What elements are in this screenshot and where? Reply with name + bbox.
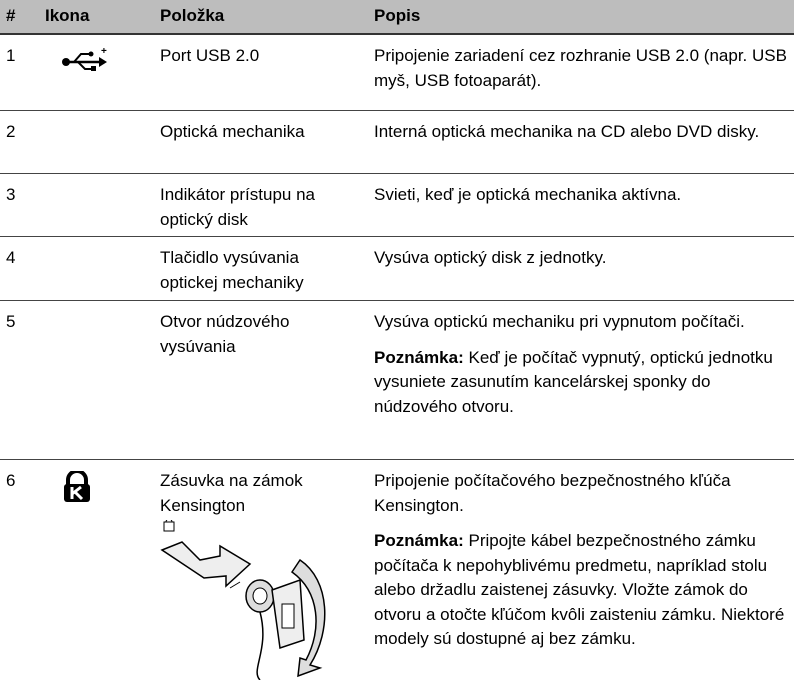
number-cell: 2	[0, 111, 45, 174]
number-cell: 3	[0, 174, 45, 237]
description-paragraph: Poznámka: Keď je počítač vypnutý, optick…	[374, 346, 792, 420]
description-text: Vysúva optický disk z jednotky.	[374, 248, 606, 267]
description-cell: Vysúva optický disk z jednotky.	[365, 237, 794, 301]
number-cell: 5	[0, 301, 45, 460]
item-text: Indikátor prístupu na optický disk	[160, 183, 361, 232]
number-cell: 6	[0, 460, 45, 681]
description-paragraph: Interná optická mechanika na CD alebo DV…	[374, 120, 792, 145]
description-cell: Svieti, keď je optická mechanika aktívna…	[365, 174, 794, 237]
item-text: Otvor núdzového vysúvania	[160, 310, 361, 359]
svg-text:+: +	[101, 48, 107, 57]
item-cell: Otvor núdzového vysúvania	[145, 301, 365, 460]
icon-cell	[45, 174, 145, 237]
item-cell: Indikátor prístupu na optický disk	[145, 174, 365, 237]
description-text: Svieti, keď je optická mechanika aktívna…	[374, 185, 681, 204]
kensington-illustration	[160, 520, 330, 680]
icon-cell: +	[45, 34, 145, 111]
item-cell: Tlačidlo vysúvania optickej mechaniky	[145, 237, 365, 301]
item-text: Port USB 2.0	[160, 44, 361, 69]
description-paragraph: Svieti, keď je optická mechanika aktívna…	[374, 183, 792, 208]
kensington-icon	[63, 471, 91, 503]
description-cell: Pripojenie zariadení cez rozhranie USB 2…	[365, 34, 794, 111]
description-text: Vysúva optickú mechaniku pri vypnutom po…	[374, 312, 745, 331]
header-cell: Položka	[145, 0, 365, 34]
item-cell: Port USB 2.0	[145, 34, 365, 111]
icon-cell	[45, 111, 145, 174]
item-cell: Optická mechanika	[145, 111, 365, 174]
table-row: 2 Optická mechanika Interná optická mechan…	[0, 111, 794, 174]
note-label: Poznámka:	[374, 348, 464, 367]
description-cell: Interná optická mechanika na CD alebo DV…	[365, 111, 794, 174]
item-text: Zásuvka na zámok Kensington	[160, 469, 361, 518]
header-cell: Popis	[365, 0, 794, 34]
description-text: Pripojenie počítačového bezpečnostného k…	[374, 471, 731, 515]
icon-cell	[45, 237, 145, 301]
icon-cell	[45, 301, 145, 460]
table-row: 3 Indikátor prístupu na optický disk Sviet…	[0, 174, 794, 237]
number-cell: 1	[0, 34, 45, 111]
description-cell: Pripojenie počítačového bezpečnostného k…	[365, 460, 794, 681]
description-paragraph: Vysúva optický disk z jednotky.	[374, 246, 792, 271]
header-row: # Ikona Položka Popis	[0, 0, 794, 34]
description-cell: Vysúva optickú mechaniku pri vypnutom po…	[365, 301, 794, 460]
description-paragraph: Pripojenie počítačového bezpečnostného k…	[374, 469, 792, 518]
table-row: 6 Zásuvka na zámok Kensington Pripojenie p…	[0, 460, 794, 681]
table-row: 4 Tlačidlo vysúvania optickej mechaniky Vy…	[0, 237, 794, 301]
icon-cell	[45, 460, 145, 681]
item-text: Tlačidlo vysúvania optickej mechaniky	[160, 246, 361, 295]
header-cell: Ikona	[45, 0, 145, 34]
description-text: Interná optická mechanika na CD alebo DV…	[374, 122, 759, 141]
note-label: Poznámka:	[374, 531, 464, 550]
item-cell: Zásuvka na zámok Kensington	[145, 460, 365, 681]
number-cell: 4	[0, 237, 45, 301]
description-paragraph: Pripojenie zariadení cez rozhranie USB 2…	[374, 44, 792, 93]
description-paragraph: Poznámka: Pripojte kábel bezpečnostného …	[374, 529, 792, 652]
description-text: Pripojenie zariadení cez rozhranie USB 2…	[374, 46, 787, 90]
usb-icon: +	[61, 48, 109, 74]
table-row: 5 Otvor núdzového vysúvania Vysúva optickú…	[0, 301, 794, 460]
item-text: Optická mechanika	[160, 120, 361, 145]
table-row: 1 + Port USB 2.0 Pripojenie zariadení cez r…	[0, 34, 794, 111]
header-cell: #	[0, 0, 45, 34]
table-body: 1 + Port USB 2.0 Pripojenie zariadení cez r…	[0, 34, 794, 681]
description-paragraph: Vysúva optickú mechaniku pri vypnutom po…	[374, 310, 792, 335]
